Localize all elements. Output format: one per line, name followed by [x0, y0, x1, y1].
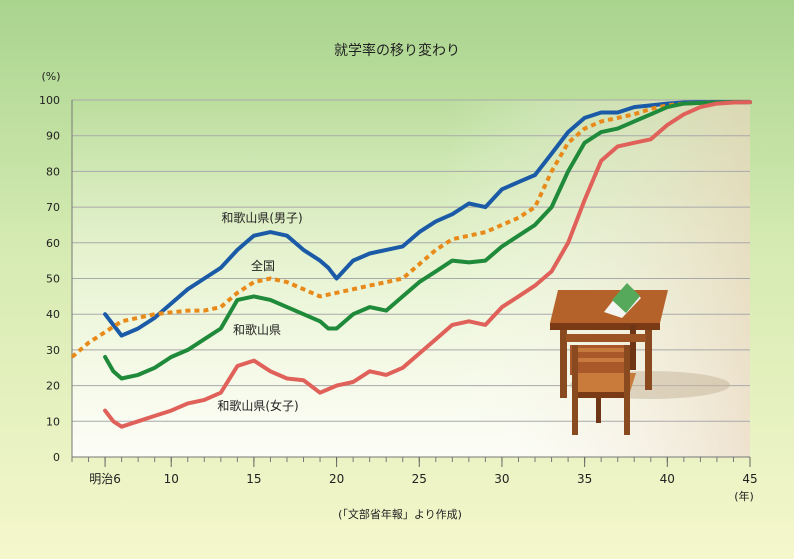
- y-tick-label: 10: [46, 415, 60, 428]
- x-tick-label: 20: [329, 472, 344, 486]
- x-tick-label: 30: [494, 472, 509, 486]
- series-label: 全国: [251, 258, 275, 273]
- series-group: [70, 100, 752, 429]
- y-tick-label: 80: [46, 165, 60, 178]
- series-line-national: [70, 100, 750, 359]
- series-label: 和歌山県(女子): [217, 398, 298, 413]
- series-label: 和歌山県: [233, 322, 281, 337]
- x-tick-label: 15: [246, 472, 261, 486]
- y-tick-label: 90: [46, 130, 60, 143]
- y-tick-label: 0: [53, 451, 60, 464]
- x-tick-label: 45: [742, 472, 757, 486]
- y-axis-unit: (%): [41, 70, 60, 83]
- source-note: (「文部省年報」より作成): [338, 507, 462, 521]
- chart-title: 就学率の移り変わり: [334, 42, 460, 59]
- desk-chair-illustration: [550, 283, 730, 435]
- y-tick-label: 70: [46, 201, 60, 214]
- y-axis: 0 10 20 30 40 50 60 70 80 90 100: [39, 94, 60, 464]
- series-label: 和歌山県(男子): [221, 210, 302, 225]
- y-tick-label: 100: [39, 94, 60, 107]
- series-line-male: [103, 100, 752, 338]
- y-tick-label: 60: [46, 237, 60, 250]
- y-tick-label: 20: [46, 380, 60, 393]
- x-tick-label: 10: [164, 472, 179, 486]
- x-tick-label: 明治6: [89, 472, 121, 486]
- grid: [71, 99, 750, 458]
- x-tick-label: 25: [412, 472, 427, 486]
- x-axis-unit: (年): [734, 489, 754, 503]
- x-axis: 明治6 10 15 20 25 30 35 40 45: [71, 457, 758, 486]
- series-line-female: [103, 100, 752, 429]
- x-tick-label: 35: [577, 472, 592, 486]
- y-tick-label: 50: [46, 273, 60, 286]
- y-tick-label: 30: [46, 344, 60, 357]
- x-tick-label: 40: [660, 472, 675, 486]
- series-line-total: [103, 100, 752, 381]
- y-tick-label: 40: [46, 308, 60, 321]
